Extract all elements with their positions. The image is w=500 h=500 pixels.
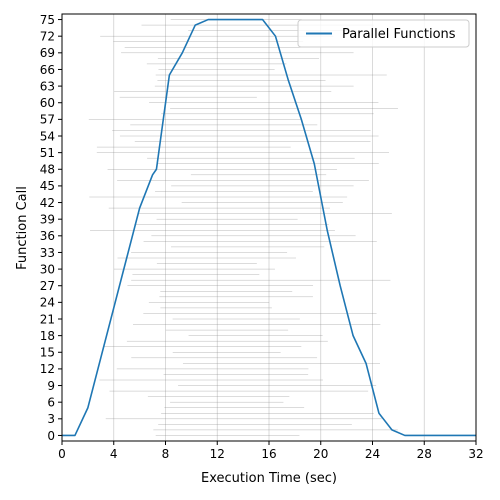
y-tick-label: 6 [47, 395, 55, 409]
x-tick-label: 24 [365, 447, 380, 461]
y-tick-label: 60 [40, 96, 55, 110]
x-tick-label: 8 [162, 447, 170, 461]
y-tick-label: 54 [40, 129, 55, 143]
y-tick-label: 42 [40, 196, 55, 210]
y-tick-label: 21 [40, 312, 55, 326]
x-axis-ticks: 0 4 8 12 16 20 24 28 32 [58, 441, 484, 461]
y-tick-label: 18 [40, 329, 55, 343]
y-tick-label: 63 [40, 79, 55, 93]
y-tick-label: 48 [40, 163, 55, 177]
y-tick-label: 57 [40, 113, 55, 127]
y-tick-label: 27 [40, 279, 55, 293]
function-call-segments [88, 19, 398, 436]
y-axis-label: Function Call [15, 186, 30, 270]
x-axis-label: Execution Time (sec) [201, 471, 337, 486]
y-tick-label: 39 [40, 212, 55, 226]
series-lines [62, 18, 476, 437]
legend-label: Parallel Functions [342, 27, 456, 42]
x-tick-label: 4 [110, 447, 118, 461]
x-tick-label: 16 [261, 447, 276, 461]
series-line [62, 18, 476, 437]
x-tick-label: 32 [468, 447, 483, 461]
y-tick-label: 75 [40, 13, 55, 27]
y-tick-label: 66 [40, 63, 55, 77]
y-tick-label: 24 [40, 296, 55, 310]
y-tick-label: 51 [40, 146, 55, 160]
y-axis-ticks: 0369121518212427303336394245485154576063… [40, 13, 62, 443]
x-tick-label: 0 [58, 447, 66, 461]
x-tick-label: 28 [417, 447, 432, 461]
y-tick-label: 33 [40, 246, 55, 260]
y-tick-label: 69 [40, 46, 55, 60]
legend-box [297, 19, 470, 48]
y-tick-label: 3 [47, 412, 55, 426]
y-tick-label: 72 [40, 29, 55, 43]
x-tick-label: 20 [313, 447, 328, 461]
x-tick-label: 12 [210, 447, 225, 461]
y-tick-label: 0 [47, 429, 55, 443]
legend: Parallel Functions [297, 19, 470, 48]
y-tick-label: 36 [40, 229, 55, 243]
y-tick-label: 45 [40, 179, 55, 193]
y-tick-label: 30 [40, 262, 55, 276]
y-tick-label: 12 [40, 362, 55, 376]
y-tick-label: 15 [40, 346, 55, 360]
y-tick-label: 9 [47, 379, 55, 393]
